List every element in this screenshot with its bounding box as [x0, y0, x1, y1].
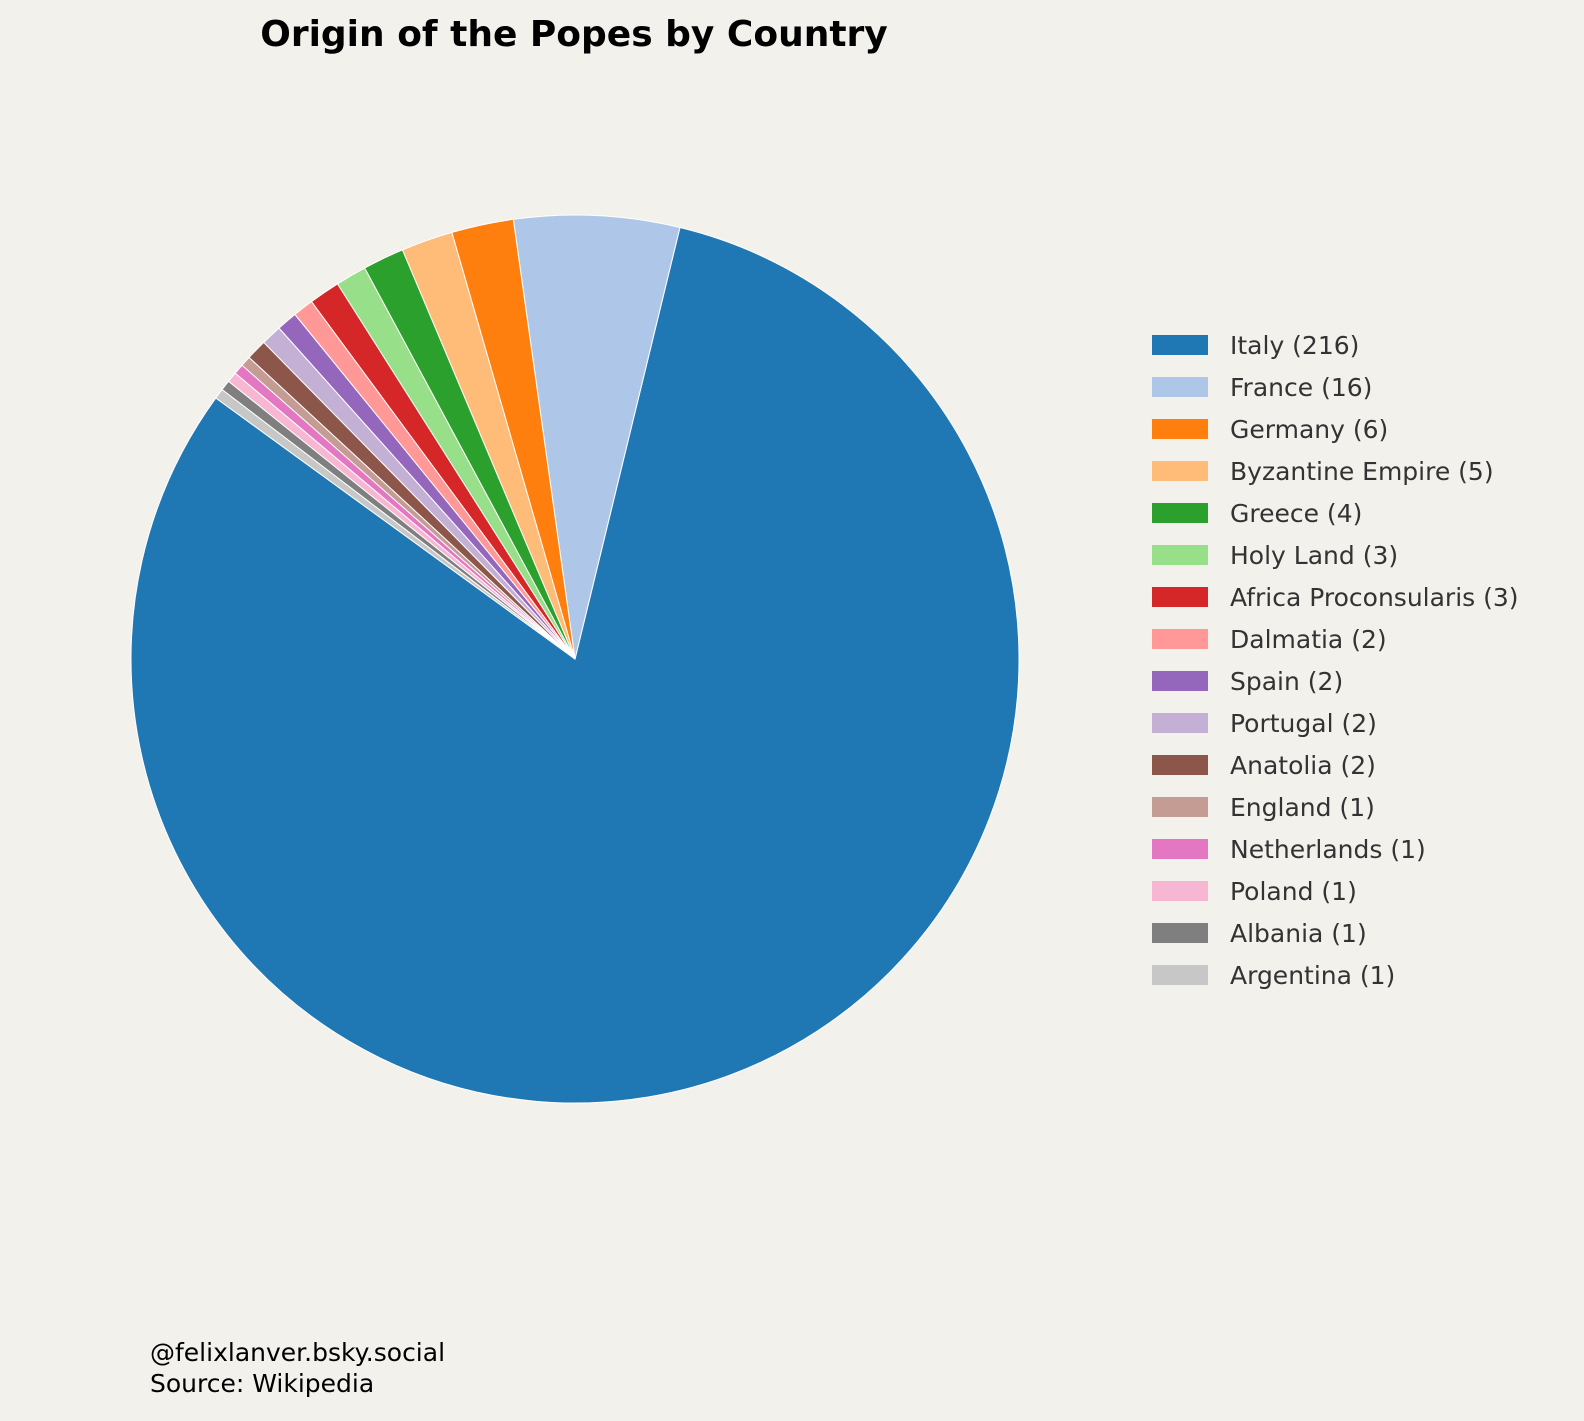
- legend-label: Africa Proconsularis (3): [1230, 582, 1519, 612]
- legend-label: Netherlands (1): [1230, 834, 1426, 864]
- legend-label: Germany (6): [1230, 414, 1389, 444]
- legend-item: Greece (4): [1152, 492, 1519, 534]
- legend-swatch: [1152, 839, 1208, 859]
- footer: @felixlanver.bsky.social Source: Wikiped…: [150, 1337, 445, 1399]
- legend-swatch: [1152, 629, 1208, 649]
- legend-swatch: [1152, 587, 1208, 607]
- legend-swatch: [1152, 797, 1208, 817]
- legend-item: Africa Proconsularis (3): [1152, 576, 1519, 618]
- chart-title: Origin of the Popes by Country: [260, 14, 888, 55]
- legend-swatch: [1152, 755, 1208, 775]
- legend-swatch: [1152, 419, 1208, 439]
- pie-slice-argentina: [215, 388, 576, 660]
- source-text: Source: Wikipedia: [150, 1369, 375, 1398]
- legend-item: Italy (216): [1152, 324, 1519, 366]
- legend: Italy (216) France (16) Germany (6) Byzanti…: [1152, 324, 1519, 996]
- legend-item: Dalmatia (2): [1152, 618, 1519, 660]
- pie-slice-france: [512, 214, 681, 660]
- legend-swatch: [1152, 713, 1208, 733]
- legend-label: Anatolia (2): [1230, 750, 1376, 780]
- legend-item: Holy Land (3): [1152, 534, 1519, 576]
- legend-swatch: [1152, 503, 1208, 523]
- legend-swatch: [1152, 923, 1208, 943]
- legend-label: Poland (1): [1230, 876, 1357, 906]
- legend-item: Netherlands (1): [1152, 828, 1519, 870]
- pie-slice-italy: [130, 226, 1020, 1104]
- legend-label: Spain (2): [1230, 666, 1344, 696]
- legend-label: Byzantine Empire (5): [1230, 456, 1494, 486]
- legend-item: Byzantine Empire (5): [1152, 450, 1519, 492]
- legend-label: England (1): [1230, 792, 1375, 822]
- credit-text: @felixlanver.bsky.social: [150, 1338, 446, 1367]
- legend-swatch: [1152, 461, 1208, 481]
- legend-label: Albania (1): [1230, 918, 1367, 948]
- legend-swatch: [1152, 545, 1208, 565]
- legend-label: Greece (4): [1230, 498, 1363, 528]
- legend-label: Argentina (1): [1230, 960, 1396, 990]
- legend-swatch: [1152, 965, 1208, 985]
- legend-swatch: [1152, 881, 1208, 901]
- legend-swatch: [1152, 671, 1208, 691]
- legend-item: Albania (1): [1152, 912, 1519, 954]
- legend-item: Argentina (1): [1152, 954, 1519, 996]
- legend-item: Spain (2): [1152, 660, 1519, 702]
- legend-swatch: [1152, 377, 1208, 397]
- legend-label: Holy Land (3): [1230, 540, 1399, 570]
- legend-item: Poland (1): [1152, 870, 1519, 912]
- legend-item: Anatolia (2): [1152, 744, 1519, 786]
- legend-item: Portugal (2): [1152, 702, 1519, 744]
- pie-chart: [130, 214, 1020, 1104]
- legend-label: France (16): [1230, 372, 1373, 402]
- legend-label: Portugal (2): [1230, 708, 1377, 738]
- legend-label: Dalmatia (2): [1230, 624, 1387, 654]
- legend-item: England (1): [1152, 786, 1519, 828]
- legend-swatch: [1152, 335, 1208, 355]
- legend-item: France (16): [1152, 366, 1519, 408]
- legend-label: Italy (216): [1230, 330, 1360, 360]
- legend-item: Germany (6): [1152, 408, 1519, 450]
